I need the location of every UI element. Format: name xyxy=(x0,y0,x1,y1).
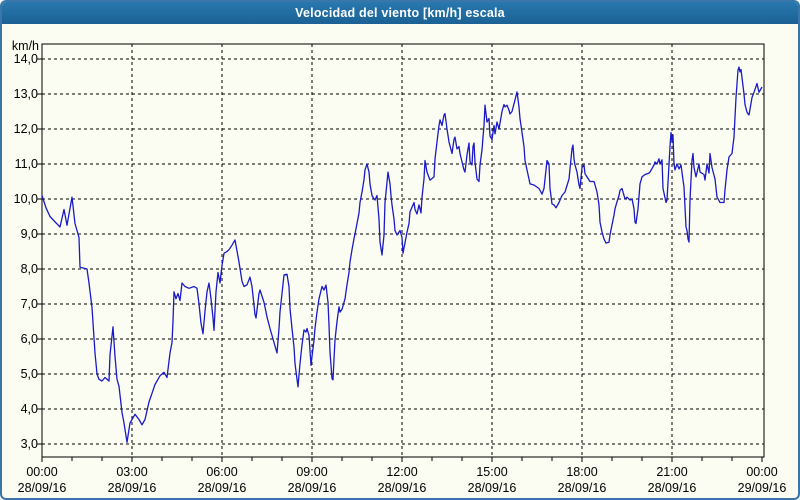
y-tick-label: 8,0 xyxy=(21,262,38,276)
window-title: Velocidad del viento [km/h] escala xyxy=(295,6,505,20)
y-axis-unit-label: km/h xyxy=(12,39,39,53)
x-tick-label-date: 28/09/16 xyxy=(468,481,517,495)
chart-area: 14,0 13,0 12,0 11,0 10,0 9,0 8,0 7,0 6,0 5,0 4,0 3,… xyxy=(2,24,798,498)
x-tick-label-time: 03:00 xyxy=(116,465,147,479)
y-tick-label: 10,0 xyxy=(14,192,38,206)
plot-border xyxy=(41,43,765,458)
x-tick-label-date: 28/09/16 xyxy=(378,481,427,495)
series xyxy=(41,66,763,443)
x-tick-label-time: 15:00 xyxy=(476,465,507,479)
wind-speed-series-line xyxy=(41,66,763,443)
y-tick-label: 4,0 xyxy=(21,402,38,416)
y-tick-label: 13,0 xyxy=(14,87,38,101)
x-tick-label-time: 00:00 xyxy=(26,465,57,479)
axes xyxy=(41,43,765,458)
x-tick-label-time: 12:00 xyxy=(386,465,417,479)
x-tick-label-date: 28/09/16 xyxy=(558,481,607,495)
y-tick-label: 14,0 xyxy=(14,52,38,66)
x-tick-label-time: 18:00 xyxy=(566,465,597,479)
axis-ticks xyxy=(37,58,763,462)
y-tick-label: 5,0 xyxy=(21,367,38,381)
x-tick-label-time: 00:00 xyxy=(746,465,777,479)
x-tick-label-date: 28/09/16 xyxy=(288,481,337,495)
gridlines xyxy=(42,44,764,457)
axis-labels: 14,0 13,0 12,0 11,0 10,0 9,0 8,0 7,0 6,0 5,0 4,0 3,… xyxy=(12,39,786,495)
x-tick-label-date: 28/09/16 xyxy=(108,481,157,495)
y-tick-label: 6,0 xyxy=(21,332,38,346)
x-tick-label-date: 28/09/16 xyxy=(648,481,697,495)
x-tick-label-date: 28/09/16 xyxy=(18,481,67,495)
y-tick-label: 3,0 xyxy=(21,437,38,451)
x-tick-label-time: 06:00 xyxy=(206,465,237,479)
y-tick-label: 9,0 xyxy=(21,227,38,241)
y-tick-label: 7,0 xyxy=(21,297,38,311)
wind-speed-line-chart: 14,0 13,0 12,0 11,0 10,0 9,0 8,0 7,0 6,0 5,0 4,0 3,… xyxy=(12,39,786,495)
x-tick-label-date: 29/09/16 xyxy=(738,481,787,495)
y-tick-label: 12,0 xyxy=(14,122,38,136)
x-tick-label-time: 09:00 xyxy=(296,465,327,479)
x-tick-label-date: 28/09/16 xyxy=(198,481,247,495)
title-bar: Velocidad del viento [km/h] escala xyxy=(2,2,798,24)
x-tick-label-time: 21:00 xyxy=(656,465,687,479)
y-tick-label: 11,0 xyxy=(15,157,38,171)
